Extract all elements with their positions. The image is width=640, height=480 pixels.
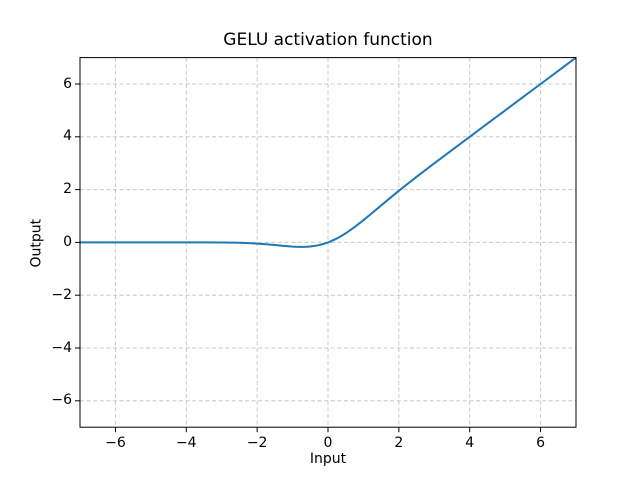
y-tick-label: 2 bbox=[63, 181, 72, 198]
x-tick-label: −2 bbox=[246, 435, 268, 452]
y-tick-label: −6 bbox=[51, 392, 72, 409]
y-tick-label: 4 bbox=[63, 128, 72, 145]
y-tick-label: −2 bbox=[51, 286, 72, 303]
x-tick-label: −4 bbox=[175, 435, 197, 452]
x-tick-label: 4 bbox=[465, 435, 475, 452]
chart-title: GELU activation function bbox=[223, 30, 433, 50]
x-axis-label: Input bbox=[309, 451, 347, 467]
x-tick-label: 6 bbox=[536, 435, 546, 452]
x-tick-label: 0 bbox=[323, 435, 333, 452]
x-tick-label: −6 bbox=[105, 435, 126, 452]
y-tick-label: 0 bbox=[63, 233, 72, 250]
y-tick-label: 6 bbox=[63, 75, 72, 92]
x-tick-label: 2 bbox=[394, 435, 404, 452]
y-tick-label: −4 bbox=[51, 339, 72, 356]
curve-gelu bbox=[80, 56, 577, 248]
